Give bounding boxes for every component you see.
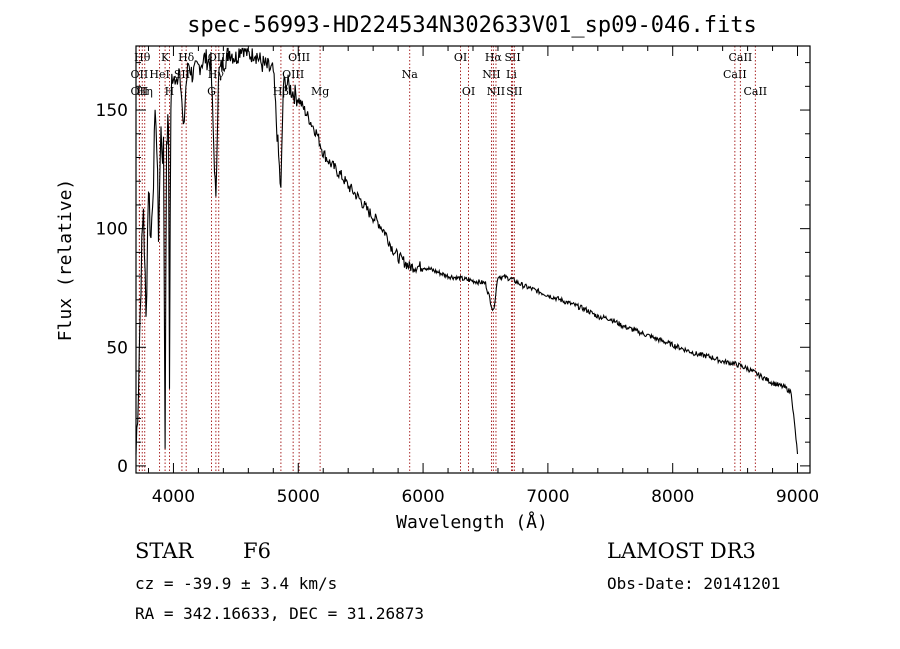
line-label-5: K — [161, 51, 170, 64]
line-label-20: Hα — [485, 51, 503, 64]
x-axis-label: Wavelength (Å) — [396, 511, 548, 533]
line-label-2: OII — [131, 85, 149, 98]
x-tick-label-1: 5000 — [277, 487, 320, 507]
y-tick-label-2: 100 — [96, 220, 128, 240]
line-label-9: G — [207, 85, 216, 98]
line-label-23: SII — [504, 51, 520, 64]
line-label-24: SII — [506, 85, 522, 98]
line-label-16: Na — [402, 68, 419, 81]
y-tick-label-1: 50 — [106, 338, 128, 358]
line-label-14: OIII — [288, 51, 310, 64]
x-tick-label-2: 6000 — [401, 487, 444, 507]
plot-frame — [135, 45, 811, 474]
line-label-11: OIII — [208, 51, 230, 64]
x-tick-label-0: 4000 — [152, 487, 195, 507]
line-label-27: CaII — [743, 85, 767, 98]
line-label-18: OI — [462, 85, 475, 98]
line-label-25: CaII — [723, 68, 747, 81]
x-axis-ticks: 4000 5000 6000 7000 8000 9000 — [147, 46, 819, 507]
line-label-17: OI — [454, 51, 467, 64]
line-label-12: Hβ — [273, 85, 289, 98]
line-label-15: Mg — [311, 85, 329, 98]
line-label-21: NII — [487, 85, 505, 98]
y-axis-ticks: 0 50 100 150 — [96, 62, 810, 477]
line-label-0: Hθ — [134, 51, 151, 64]
x-tick-label-4: 8000 — [651, 487, 694, 507]
y-tick-label-3: 150 — [96, 101, 128, 121]
line-label-4: HeI — [149, 68, 169, 81]
line-label-22: Li — [506, 68, 517, 81]
line-label-6: H — [165, 85, 175, 98]
object-subclass: F6 — [243, 539, 271, 563]
line-label-3: Hη — [137, 85, 153, 98]
ra-dec-coordinates: RA = 342.16633, DEC = 31.26873 — [135, 604, 424, 623]
line-label-26: CaII — [729, 51, 753, 64]
spectral-line-markers: HθOIIOIIHηHeIKHSIIHδGHγOIIIHβOIIIOIIIMgN… — [131, 46, 767, 473]
observation-date: Obs-Date: 20141201 — [607, 574, 781, 593]
line-label-8: Hδ — [178, 51, 195, 64]
line-label-19: NII — [482, 68, 500, 81]
x-tick-label-5: 9000 — [776, 487, 819, 507]
y-axis-label: Flux (relative) — [55, 179, 76, 342]
redshift-velocity: cz = -39.9 ± 3.4 km/s — [135, 574, 338, 593]
survey-name: LAMOST DR3 — [607, 539, 756, 563]
x-tick-label-3: 7000 — [526, 487, 569, 507]
chart-title: spec-56993-HD224534N302633V01_sp09-046.f… — [187, 13, 757, 38]
object-class: STAR — [135, 539, 194, 563]
y-tick-label-0: 0 — [117, 457, 128, 477]
spectrum-series-line — [135, 47, 799, 455]
